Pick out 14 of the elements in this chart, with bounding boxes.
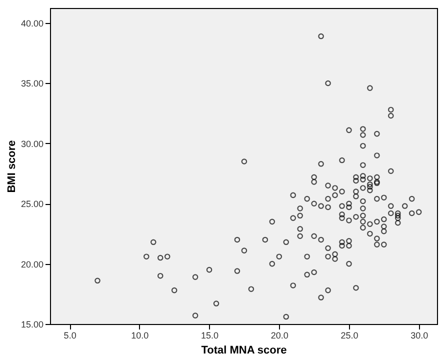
x-axis-title: Total MNA score — [201, 344, 287, 356]
x-tick-label: 25.0 — [340, 330, 358, 340]
y-tick-label: 20.00 — [20, 259, 44, 270]
y-tick-label: 25.00 — [20, 199, 44, 210]
y-tick-label: 15.00 — [20, 320, 44, 330]
y-tick-label: 40.00 — [20, 18, 44, 29]
x-tick-label: 5.0 — [64, 330, 76, 340]
y-tick-label: 30.00 — [20, 138, 44, 149]
y-tick-label: 35.00 — [20, 78, 44, 89]
x-tick-label: 15.0 — [201, 330, 219, 340]
x-tick-label: 10.0 — [131, 330, 149, 340]
x-tick-label: 30.0 — [410, 330, 428, 340]
y-axis-title: BMI score — [6, 140, 18, 193]
x-tick-label: 20.0 — [270, 330, 288, 340]
